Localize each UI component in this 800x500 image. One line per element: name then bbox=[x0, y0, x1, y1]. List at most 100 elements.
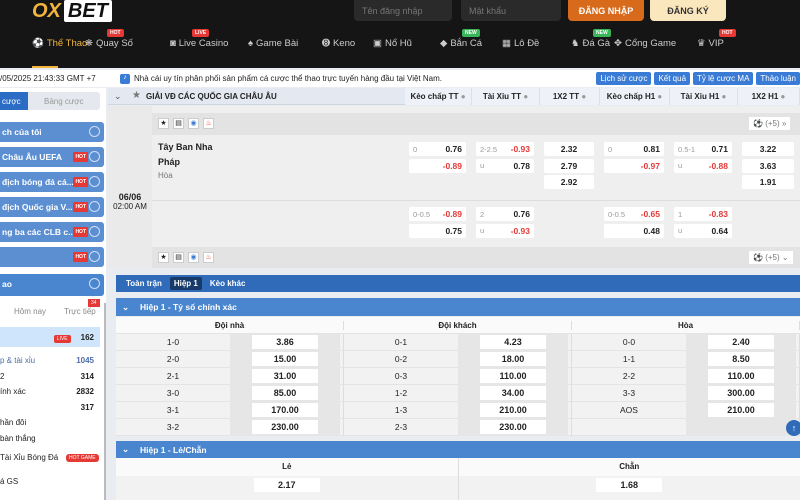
score-odds[interactable]: 110.00 bbox=[480, 369, 546, 383]
more-markets-button[interactable]: ⚽ (+5) » bbox=[749, 117, 791, 130]
odds-cell[interactable]: -0.97 bbox=[604, 158, 664, 173]
odds-cell[interactable]: 2.92 bbox=[544, 175, 594, 189]
even-odds[interactable]: 1.68 bbox=[596, 478, 663, 492]
nav-item[interactable]: ♛ VIP HOT bbox=[697, 29, 736, 49]
star-icon[interactable]: ★ bbox=[132, 90, 141, 101]
bet-history-button[interactable]: Lịch sử cược bbox=[596, 72, 652, 85]
odds-cell[interactable]: 2-2.5 -0.93 bbox=[476, 142, 534, 156]
username-input[interactable] bbox=[354, 0, 452, 21]
market-item[interactable]: ính xác 2832 bbox=[0, 387, 94, 396]
discussion-button[interactable]: Thảo luận bbox=[756, 72, 800, 85]
odds-cell[interactable]: 1.91 bbox=[742, 175, 794, 189]
chevron-down-icon[interactable]: ⌄ bbox=[114, 91, 122, 101]
nav-item[interactable]: ♞ Đá Gà NEW bbox=[571, 29, 611, 49]
register-button[interactable]: ĐĂNG KÝ bbox=[650, 0, 726, 21]
score-odds[interactable]: 230.00 bbox=[480, 420, 546, 434]
sidebar-scrollbar[interactable] bbox=[104, 303, 106, 500]
market-item[interactable]: 317 bbox=[80, 402, 94, 412]
score-odds[interactable]: 31.00 bbox=[252, 369, 318, 383]
score-odds[interactable]: 4.23 bbox=[480, 335, 546, 349]
expand-markets-button[interactable]: ⚽ (+5) ⌄ bbox=[749, 251, 793, 264]
nav-item[interactable]: ▦ Lô Đề bbox=[502, 38, 540, 49]
odds-cell[interactable]: u 0.78 bbox=[476, 158, 534, 173]
sport-header[interactable]: ao bbox=[0, 274, 104, 296]
odds-cell[interactable]: 0.75 bbox=[409, 223, 466, 238]
nav-item[interactable]: ⚽ Thể Thao bbox=[32, 38, 88, 49]
promo-gs[interactable]: á GS bbox=[0, 477, 19, 486]
hot-icon[interactable]: ♨ bbox=[203, 252, 214, 263]
score-odds[interactable]: 15.00 bbox=[252, 352, 318, 366]
promo-taixiu[interactable]: Tài Xỉu Bóng Đá bbox=[0, 453, 59, 462]
market-item[interactable]: LIVE 162 bbox=[0, 327, 100, 347]
odds-cell[interactable]: 2.32 bbox=[544, 142, 594, 156]
odds-cell[interactable]: 0 0.76 bbox=[409, 142, 466, 156]
watch-icon[interactable]: ◉ bbox=[188, 252, 199, 263]
hot-icon[interactable]: ♨ bbox=[203, 118, 214, 129]
results-button[interactable]: Kết quả bbox=[654, 72, 691, 85]
odd-odds[interactable]: 2.17 bbox=[253, 478, 320, 492]
sidebar-league-item[interactable]: ch của tôi bbox=[0, 122, 104, 142]
market-item[interactable]: bàn thắng bbox=[0, 433, 36, 443]
odds-cell[interactable]: 2.79 bbox=[544, 158, 594, 173]
sidebar-league-item[interactable]: Châu Âu UEFA HOT bbox=[0, 147, 104, 167]
market-item[interactable]: hần đôi bbox=[0, 418, 27, 427]
score-odds[interactable]: 18.00 bbox=[480, 352, 546, 366]
nav-item[interactable]: ❋ Quay Số HOT bbox=[85, 29, 133, 49]
odds-cell[interactable]: 0 0.81 bbox=[604, 142, 664, 156]
score-odds[interactable]: 34.00 bbox=[480, 386, 546, 400]
favorite-icon[interactable]: ★ bbox=[158, 118, 169, 129]
sidebar-league-item[interactable]: địch bóng đá cá... HOT bbox=[0, 172, 104, 192]
odds-cell[interactable]: 1 -0.83 bbox=[674, 207, 732, 221]
score-odds[interactable]: 210.00 bbox=[480, 403, 546, 417]
sidebar-league-item[interactable]: HOT bbox=[0, 247, 104, 267]
nav-item[interactable]: ✥ Cổng Game bbox=[614, 38, 677, 49]
nav-item[interactable]: ➑ Keno bbox=[322, 38, 356, 49]
odds-cell[interactable]: 0.5-1 0.71 bbox=[674, 142, 732, 156]
odds-cell[interactable]: -0.89 bbox=[409, 158, 466, 173]
odds-cell[interactable]: 0-0.5 -0.65 bbox=[604, 207, 664, 221]
login-button[interactable]: ĐĂNG NHẬP bbox=[568, 0, 644, 21]
odds-cell[interactable]: 3.22 bbox=[742, 142, 794, 156]
odds-cell[interactable]: u 0.64 bbox=[674, 223, 732, 238]
logo[interactable]: OX BET bbox=[32, 0, 112, 23]
nav-item[interactable]: ◙ Live Casino LIVE bbox=[170, 29, 229, 49]
sidebar-league-item[interactable]: địch Quốc gia V... HOT bbox=[0, 197, 104, 217]
watch-icon[interactable]: ◉ bbox=[188, 118, 199, 129]
tab-first-half[interactable]: Hiệp 1 bbox=[169, 277, 202, 290]
score-odds[interactable]: 85.00 bbox=[252, 386, 318, 400]
odds-cell[interactable]: 3.63 bbox=[742, 158, 794, 173]
odd-even-header[interactable]: ⌄ Hiệp 1 - Lẻ/Chẵn bbox=[116, 441, 800, 458]
odds-cell[interactable]: 0.48 bbox=[604, 223, 664, 238]
score-odds[interactable]: 210.00 bbox=[708, 403, 774, 417]
odds-cell[interactable]: 0-0.5 -0.89 bbox=[409, 207, 466, 221]
odds-cell[interactable]: u -0.93 bbox=[476, 223, 534, 238]
score-odds[interactable]: 230.00 bbox=[252, 420, 318, 434]
market-item[interactable]: 2 314 bbox=[0, 371, 94, 381]
score-odds[interactable]: 2.40 bbox=[708, 335, 774, 349]
filter-live[interactable]: Trực tiếp bbox=[64, 307, 96, 316]
score-odds[interactable]: 8.50 bbox=[708, 352, 774, 366]
scroll-top-button[interactable]: ↑ bbox=[786, 420, 800, 436]
market-item[interactable]: p & tài xỉu 1045 bbox=[0, 356, 94, 365]
password-input[interactable] bbox=[461, 0, 561, 21]
tab-bet-slip[interactable]: cược bbox=[0, 92, 28, 110]
filter-today[interactable]: Hôm nay bbox=[14, 307, 47, 316]
nav-item[interactable]: ♠ Game Bài bbox=[248, 38, 299, 49]
nav-item[interactable]: ▣ Nổ Hũ bbox=[373, 38, 412, 49]
score-odds[interactable]: 300.00 bbox=[708, 386, 774, 400]
stats-icon[interactable]: ▤ bbox=[173, 118, 184, 129]
score-odds[interactable]: 170.00 bbox=[252, 403, 318, 417]
sidebar-league-item[interactable]: ng ba các CLB c... HOT bbox=[0, 222, 104, 242]
score-odds[interactable]: 110.00 bbox=[708, 369, 774, 383]
tab-bet-list[interactable]: Bảng cược bbox=[44, 97, 84, 106]
correct-score-header[interactable]: ⌄ Hiệp 1 - Tỷ số chính xác bbox=[116, 298, 800, 316]
nav-item[interactable]: ◆ Bắn Cá NEW bbox=[440, 29, 482, 49]
odds-cell[interactable]: 2 0.76 bbox=[476, 207, 534, 221]
favorite-icon[interactable]: ★ bbox=[158, 252, 169, 263]
odds-cell[interactable]: u -0.88 bbox=[674, 158, 732, 173]
odds-type-select[interactable]: Tỷ lệ cược MA bbox=[693, 72, 754, 85]
tab-other[interactable]: Kèo khác bbox=[209, 279, 246, 288]
tab-full-match[interactable]: Toàn trận bbox=[126, 279, 162, 288]
score-odds[interactable]: 3.86 bbox=[252, 335, 318, 349]
stats-icon[interactable]: ▤ bbox=[173, 252, 184, 263]
